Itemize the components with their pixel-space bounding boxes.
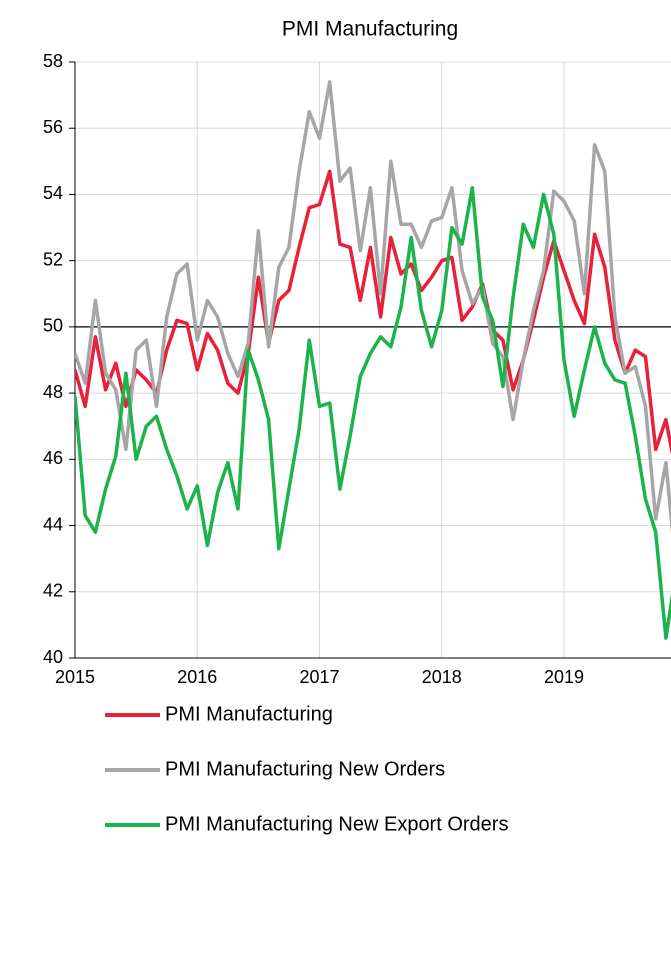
series-line bbox=[75, 80, 671, 534]
y-tick-label: 42 bbox=[43, 581, 63, 601]
x-tick-label: 2015 bbox=[55, 667, 95, 687]
y-tick-label: 40 bbox=[43, 647, 63, 667]
y-tick-label: 56 bbox=[43, 117, 63, 137]
legend-label: PMI Manufacturing New Export Orders bbox=[165, 813, 508, 835]
legend-label: PMI Manufacturing New Orders bbox=[165, 758, 445, 780]
y-tick-label: 50 bbox=[43, 316, 63, 336]
y-tick-label: 54 bbox=[43, 183, 63, 203]
y-tick-label: 46 bbox=[43, 448, 63, 468]
x-tick-label: 2018 bbox=[422, 667, 462, 687]
y-tick-label: 44 bbox=[43, 514, 63, 534]
x-tick-label: 2016 bbox=[177, 667, 217, 687]
grid bbox=[69, 61, 671, 659]
plot-area bbox=[75, 80, 671, 640]
series-line bbox=[75, 186, 671, 640]
legend: PMI Manufacturing PMI Manufacturing New O… bbox=[105, 703, 508, 835]
x-tick-label: 2019 bbox=[544, 667, 584, 687]
y-tick-label: 58 bbox=[43, 51, 63, 71]
y-tick-label: 52 bbox=[43, 249, 63, 269]
series-line bbox=[75, 169, 671, 456]
y-tick-label: 48 bbox=[43, 382, 63, 402]
axis-labels: 40 42 44 46 48 50 52 54 56 58 2015 2016 2017 2018 2019 bbox=[43, 51, 584, 687]
chart-title: PMI Manufacturing bbox=[282, 18, 458, 41]
legend-label: PMI Manufacturing bbox=[165, 703, 333, 725]
x-tick-label: 2017 bbox=[299, 667, 339, 687]
